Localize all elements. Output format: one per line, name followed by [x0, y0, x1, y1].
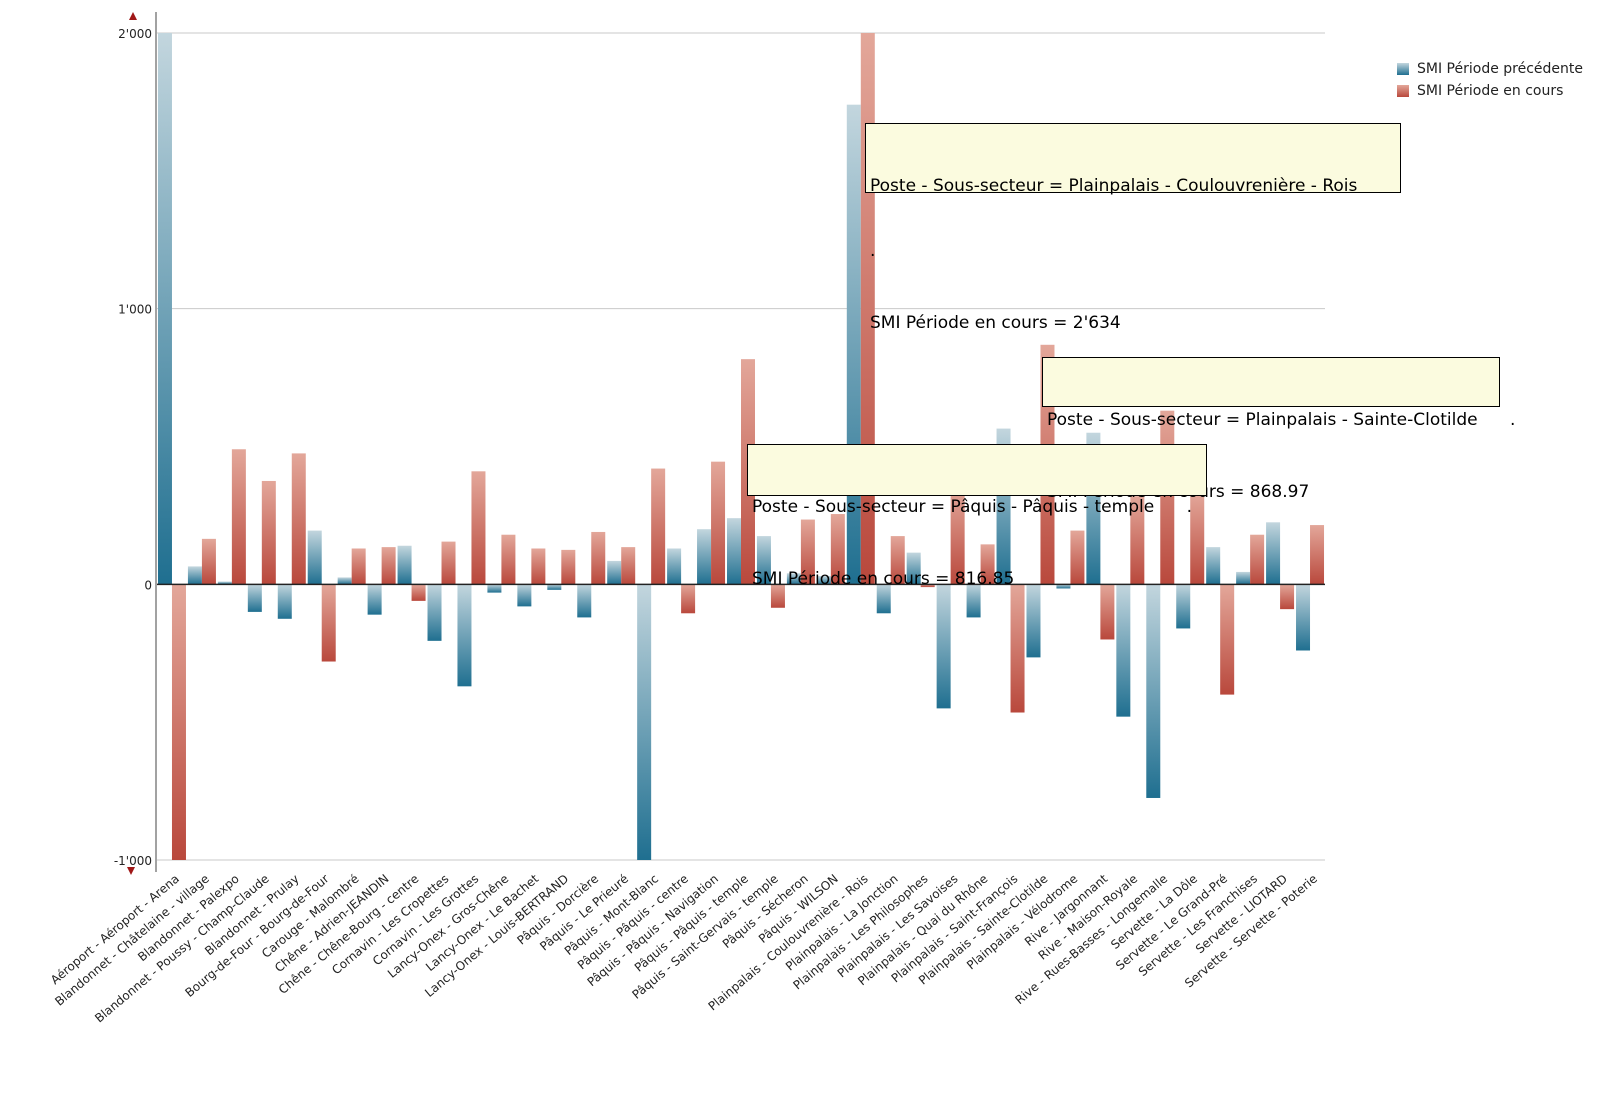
overflow-down-icon	[127, 867, 135, 875]
tooltip-line: Poste - Sous-secteur = Plainpalais - Cou…	[870, 176, 1358, 196]
bar-current-1[interactable]	[201, 538, 216, 585]
bar-previous-34[interactable]	[1176, 584, 1191, 629]
bar-current-27[interactable]	[980, 544, 995, 585]
bar-current-12[interactable]	[531, 548, 546, 585]
bar-current-32[interactable]	[1130, 496, 1145, 585]
bar-current-16[interactable]	[651, 468, 666, 585]
bar-current-0[interactable]	[171, 584, 186, 860]
bar-previous-0[interactable]	[157, 33, 172, 585]
bar-current-21[interactable]	[800, 519, 815, 585]
bar-current-8[interactable]	[411, 584, 426, 601]
bar-current-34[interactable]	[1190, 493, 1205, 585]
bar-previous-20[interactable]	[756, 536, 771, 585]
bar-previous-25[interactable]	[906, 552, 921, 585]
bar-previous-2[interactable]	[217, 581, 232, 585]
grid	[157, 32, 1325, 861]
bar-current-30[interactable]	[1070, 530, 1085, 585]
bar-current-36[interactable]	[1250, 534, 1265, 585]
bar-previous-13[interactable]	[547, 584, 562, 590]
bar-previous-30[interactable]	[1056, 584, 1071, 589]
tooltip-line: .	[870, 241, 876, 261]
bar-previous-29[interactable]	[1026, 584, 1041, 658]
tooltip-paquis-temple: Poste - Sous-secteur = Pâquis - Pâquis -…	[747, 444, 1207, 589]
bar-previous-32[interactable]	[1116, 584, 1131, 717]
legend-label: SMI Période précédente	[1417, 61, 1583, 77]
bar-current-3[interactable]	[261, 480, 276, 585]
bar-previous-1[interactable]	[187, 566, 202, 585]
legend: SMI Période précédente SMI Période en co…	[1397, 58, 1583, 102]
clip-markers	[127, 12, 137, 875]
axes	[155, 12, 1325, 872]
bar-current-11[interactable]	[501, 534, 516, 585]
bar-previous-9[interactable]	[427, 584, 442, 641]
tooltip-sainte-clotilde: Poste - Sous-secteur = Plainpalais - Sai…	[1042, 357, 1515, 502]
bar-previous-35[interactable]	[1206, 547, 1221, 585]
bar-previous-36[interactable]	[1236, 571, 1251, 585]
bar-current-9[interactable]	[441, 541, 456, 585]
legend-item[interactable]: SMI Période précédente	[1397, 58, 1583, 80]
tooltip-coulouvreniere: Poste - Sous-secteur = Plainpalais - Cou…	[865, 123, 1401, 333]
y-tick-label: 0	[144, 578, 152, 592]
bar-current-20[interactable]	[770, 584, 785, 608]
bar-previous-8[interactable]	[397, 545, 412, 585]
bar-previous-14[interactable]	[577, 584, 592, 618]
bar-previous-15[interactable]	[607, 560, 622, 585]
bar-current-14[interactable]	[591, 531, 606, 585]
bar-previous-21[interactable]	[786, 573, 801, 585]
bar-current-35[interactable]	[1220, 584, 1235, 695]
bar-previous-11[interactable]	[487, 584, 502, 593]
bar-current-18[interactable]	[711, 461, 726, 585]
bar-current-17[interactable]	[681, 584, 696, 614]
bar-previous-5[interactable]	[307, 530, 322, 585]
bar-current-28[interactable]	[1010, 584, 1025, 713]
y-axis-ticks: 2'000 1'000 0 -1'000	[114, 27, 152, 868]
bar-previous-16[interactable]	[637, 584, 652, 860]
bar-previous-26[interactable]	[936, 584, 951, 709]
bar-current-10[interactable]	[471, 471, 486, 585]
bar-current-2[interactable]	[231, 449, 246, 585]
bar-previous-17[interactable]	[667, 548, 682, 585]
bar-previous-37[interactable]	[1266, 522, 1281, 585]
bar-current-13[interactable]	[561, 549, 576, 585]
bar-previous-12[interactable]	[517, 584, 532, 607]
legend-swatch-previous	[1397, 63, 1409, 75]
bar-current-7[interactable]	[381, 547, 396, 585]
bar-current-4[interactable]	[291, 453, 306, 585]
bar-current-6[interactable]	[351, 548, 366, 585]
bar-previous-19[interactable]	[727, 518, 741, 585]
y-tick-label: 1'000	[118, 303, 152, 317]
bar-current-31[interactable]	[1100, 584, 1115, 640]
bar-previous-22[interactable]	[816, 576, 831, 585]
y-tick-label: -1'000	[114, 854, 152, 868]
legend-label: SMI Période en cours	[1417, 83, 1564, 99]
bar-current-26[interactable]	[950, 487, 965, 585]
tooltip-line: SMI Période en cours = 816.85	[752, 569, 1015, 589]
overflow-up-icon	[129, 12, 137, 20]
y-tick-label: 2'000	[118, 27, 152, 41]
bar-previous-18[interactable]	[697, 529, 712, 585]
tooltip-line: SMI Période en cours = 2'634	[870, 313, 1121, 333]
bar-previous-27[interactable]	[966, 584, 981, 618]
bar-previous-33[interactable]	[1146, 584, 1161, 798]
bar-current-5[interactable]	[321, 584, 336, 662]
bar-current-25[interactable]	[920, 584, 935, 588]
bar-current-22[interactable]	[830, 514, 845, 585]
bar-previous-10[interactable]	[457, 584, 472, 687]
bar-previous-4[interactable]	[277, 584, 292, 619]
legend-item[interactable]: SMI Période en cours	[1397, 80, 1583, 102]
bar-previous-24[interactable]	[876, 584, 891, 614]
legend-swatch-current	[1397, 85, 1409, 97]
bar-previous-3[interactable]	[247, 584, 262, 612]
bar-previous-7[interactable]	[367, 584, 382, 615]
bar-current-38[interactable]	[1310, 525, 1325, 585]
bar-current-15[interactable]	[621, 547, 636, 585]
tooltip-line: Poste - Sous-secteur = Plainpalais - Sai…	[1047, 410, 1516, 430]
bar-current-37[interactable]	[1280, 584, 1295, 610]
bar-current-24[interactable]	[890, 536, 905, 585]
tooltip-line: Poste - Sous-secteur = Pâquis - Pâquis -…	[752, 497, 1192, 517]
bar-previous-6[interactable]	[337, 577, 352, 585]
bar-previous-38[interactable]	[1296, 584, 1311, 651]
